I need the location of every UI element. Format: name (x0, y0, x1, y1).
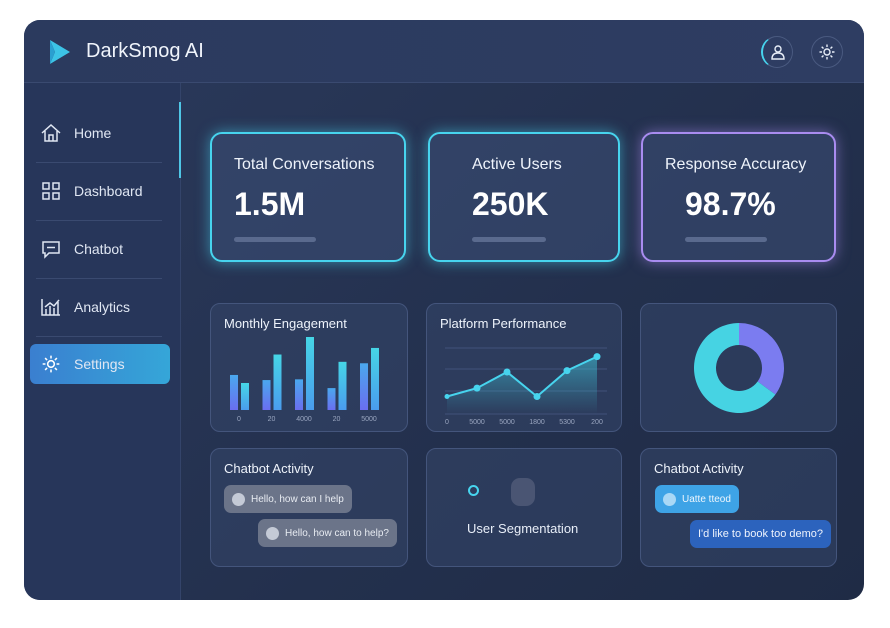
sidebar-item-label: Settings (74, 356, 125, 372)
chat-message: Hello, how can I help (251, 493, 344, 505)
brand-name: DarkSmog AI (86, 40, 204, 62)
chat-bubble: Hello, how can I help (224, 485, 352, 513)
user-icon (770, 45, 785, 60)
kpi-title: Response Accuracy (665, 156, 807, 173)
kpi-bar (234, 237, 316, 242)
kpi-value: 98.7% (685, 186, 776, 222)
data-point (473, 384, 481, 392)
avatar (663, 492, 676, 506)
bar (327, 388, 336, 410)
header: DarkSmog AI (24, 20, 864, 83)
line-chart: 0 5000 5000 1800 5300 200 (444, 347, 607, 426)
sidebar-item-label: Analytics (74, 299, 131, 315)
status-ring-icon (468, 485, 479, 496)
data-point (563, 367, 571, 375)
chatbot-activity-panel: Chatbot Activity Hello, how can I help H… (210, 448, 408, 567)
data-point (503, 368, 511, 376)
sidebar-item-label: Home (74, 125, 112, 141)
sidebar-item-analytics[interactable]: Analytics (36, 287, 170, 327)
x-tick-label: 5300 (559, 419, 575, 426)
sidebar-item-settings[interactable]: Settings (30, 344, 170, 384)
kpi-active-users: Active Users 250K (428, 132, 620, 262)
user-button[interactable] (761, 36, 793, 68)
kpi-bar (472, 237, 546, 242)
x-tick-label: 0 (445, 419, 449, 426)
donut-chart (694, 323, 784, 413)
line-series (446, 355, 598, 398)
gear-icon (819, 44, 835, 60)
bar (371, 347, 379, 410)
divider (36, 278, 162, 279)
x-tick-label: 20 (268, 416, 276, 423)
kpi-title: Total Conversations (234, 156, 375, 173)
x-tick-label: 4000 (296, 416, 312, 423)
chat-bubble: Hello, how can to help? (258, 519, 397, 547)
donut-slice (694, 323, 776, 413)
kpi-value: 1.5M (234, 186, 306, 222)
kpi-title: Active Users (472, 156, 562, 173)
x-tick-label: 5000 (499, 419, 515, 426)
data-point (444, 394, 450, 399)
panel-title: Platform Performance (440, 316, 567, 331)
kpi-total-conversations: Total Conversations 1.5M (210, 132, 406, 262)
chatbot-activity-panel-2: Chatbot Activity Uatte ttеod I'd like to… (640, 448, 837, 567)
x-tick-label: 5000 (469, 419, 485, 426)
home-icon (41, 123, 61, 142)
sidebar-item-home[interactable]: Home (36, 113, 170, 153)
platform-performance-panel: Platform Performance 0 5000 5000 1800 5300 20… (426, 303, 622, 432)
data-point (533, 393, 541, 400)
bar-chart-icon (41, 299, 60, 316)
bar (273, 354, 282, 410)
divider (36, 220, 162, 221)
divider (36, 162, 162, 163)
panel-title: Chatbot Activity (654, 461, 744, 476)
kpi-bar (685, 237, 767, 242)
donut-slice (739, 323, 784, 395)
chat-bubble: I'd like to book tоo demo? (690, 520, 832, 548)
monthly-engagement-panel: Monthly Engagement 0 20 4000 20 5000 (210, 303, 408, 432)
x-tick-label: 0 (237, 416, 241, 423)
bar (295, 379, 303, 410)
user-group-icon (511, 478, 535, 506)
user-segmentation-panel: User Segmentation (426, 448, 622, 567)
chat-message: I'd like to book tоo demo? (698, 528, 824, 540)
sidebar-item-chatbot[interactable]: Chatbot (36, 229, 170, 269)
kpi-response-accuracy: Response Accuracy 98.7% (641, 132, 836, 262)
kpi-value: 250K (472, 186, 549, 222)
sidebar-item-dashboard[interactable]: Dashboard (36, 171, 170, 211)
donut-panel (640, 303, 837, 432)
chat-message: Uatte ttеod (682, 493, 731, 505)
panel-title: User Segmentation (467, 521, 579, 536)
bar (241, 382, 249, 410)
app-window: DarkSmog AI Home Dashboard Chatbot Analy… (24, 20, 864, 600)
bar (306, 337, 314, 410)
gear-icon (42, 355, 60, 373)
panel-title: Monthly Engagement (224, 316, 347, 331)
sidebar: Home Dashboard Chatbot Analytics Setting… (24, 83, 181, 600)
x-tick-label: 1800 (529, 419, 545, 426)
chat-bubble: Uatte ttеod (655, 485, 739, 513)
settings-button[interactable] (811, 36, 843, 68)
sidebar-item-label: Dashboard (74, 183, 143, 199)
grid-icon (42, 182, 60, 200)
avatar (232, 492, 245, 506)
bar (360, 363, 368, 410)
divider (36, 336, 162, 337)
chat-message: Hello, how can to help? (285, 527, 389, 539)
sidebar-scrollbar[interactable] (179, 102, 181, 178)
chat-icon (42, 241, 60, 259)
bar (230, 374, 238, 410)
bar (262, 380, 271, 410)
bar (338, 361, 347, 410)
x-tick-label: 20 (333, 416, 341, 423)
data-point (593, 353, 601, 361)
panel-title: Chatbot Activity (224, 461, 314, 476)
x-tick-label: 5000 (361, 416, 377, 423)
x-tick-label: 200 (591, 419, 603, 426)
logo-play-icon (50, 40, 70, 64)
bar-chart: 0 20 4000 20 5000 (230, 337, 379, 423)
sidebar-item-label: Chatbot (74, 241, 124, 257)
avatar (266, 526, 279, 540)
